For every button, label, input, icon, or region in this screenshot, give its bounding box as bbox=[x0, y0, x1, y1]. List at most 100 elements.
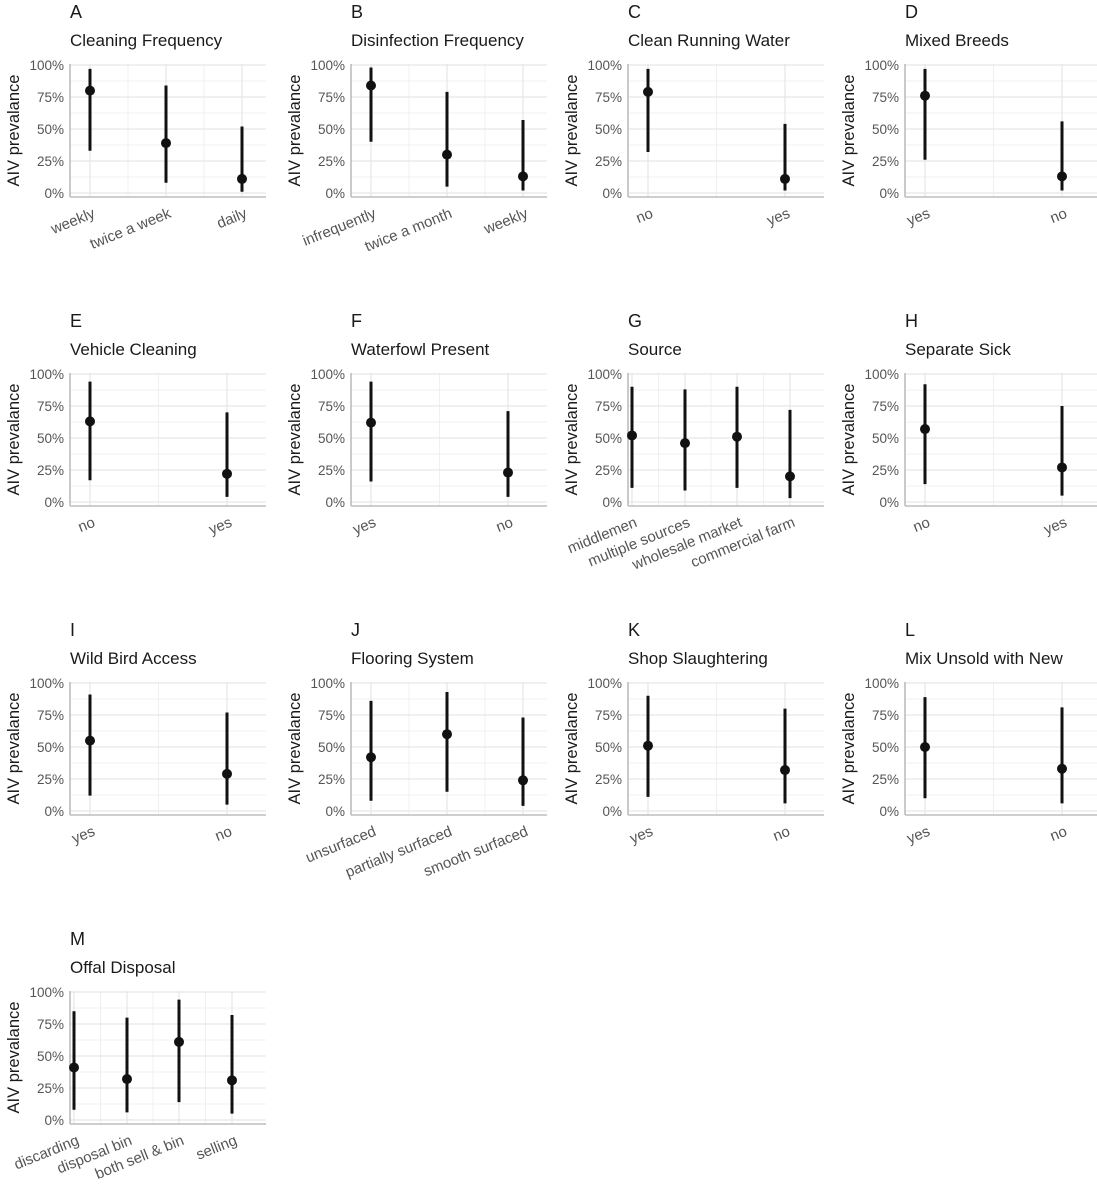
x-tick-label: yes bbox=[764, 205, 792, 230]
x-tick-label: yes bbox=[904, 205, 932, 230]
x-tick-label: no bbox=[76, 514, 98, 536]
y-tick-label: 25% bbox=[872, 154, 899, 169]
y-tick-label: 0% bbox=[602, 186, 622, 201]
estimate-point bbox=[732, 431, 742, 442]
y-tick-label: 50% bbox=[595, 122, 622, 137]
y-tick-label: 25% bbox=[872, 463, 899, 478]
estimate-point bbox=[1057, 763, 1067, 774]
y-tick-label: 75% bbox=[37, 708, 64, 723]
x-tick-label: weekly bbox=[481, 205, 531, 238]
x-tick-label: yes bbox=[350, 514, 378, 539]
panel-tag: C bbox=[628, 2, 641, 22]
y-tick-label: 75% bbox=[872, 708, 899, 723]
y-tick-label: 75% bbox=[318, 399, 345, 414]
y-axis-label: AIV prevalance bbox=[5, 75, 23, 187]
y-tick-label: 50% bbox=[318, 122, 345, 137]
y-tick-label: 0% bbox=[602, 495, 622, 510]
y-tick-label: 100% bbox=[29, 676, 64, 691]
panel-tag: J bbox=[351, 620, 360, 640]
y-tick-label: 25% bbox=[872, 772, 899, 787]
estimate-point bbox=[69, 1062, 79, 1073]
y-tick-label: 100% bbox=[310, 58, 345, 73]
y-tick-label: 100% bbox=[310, 367, 345, 382]
panel-k: K Shop Slaughtering 0% 25% 50% 75% 100% AIV pre… bbox=[563, 620, 824, 847]
y-tick-label: 0% bbox=[44, 804, 64, 819]
y-tick-label: 100% bbox=[864, 676, 899, 691]
estimate-point bbox=[366, 80, 376, 91]
panel-tag: E bbox=[70, 311, 82, 331]
y-tick-label: 0% bbox=[325, 804, 345, 819]
estimate-point bbox=[366, 417, 376, 428]
x-tick-label: no bbox=[634, 205, 656, 227]
panel-title: Shop Slaughtering bbox=[628, 649, 768, 668]
y-axis-label: AIV prevalance bbox=[563, 693, 581, 805]
x-tick-label: no bbox=[771, 823, 793, 845]
y-axis-label: AIV prevalance bbox=[286, 384, 304, 496]
y-tick-label: 25% bbox=[318, 772, 345, 787]
y-axis-label: AIV prevalance bbox=[286, 693, 304, 805]
y-tick-label: 50% bbox=[37, 431, 64, 446]
estimate-point bbox=[85, 735, 95, 746]
panel-title: Flooring System bbox=[351, 649, 474, 668]
estimate-point bbox=[222, 768, 232, 779]
estimate-point bbox=[780, 173, 790, 184]
panel-tag: F bbox=[351, 311, 362, 331]
estimate-point bbox=[1057, 171, 1067, 182]
y-tick-label: 50% bbox=[595, 740, 622, 755]
y-tick-label: 25% bbox=[37, 463, 64, 478]
y-tick-label: 100% bbox=[864, 367, 899, 382]
x-tick-label: daily bbox=[215, 205, 250, 233]
y-tick-label: 75% bbox=[318, 708, 345, 723]
y-tick-label: 75% bbox=[595, 399, 622, 414]
y-tick-label: 100% bbox=[29, 58, 64, 73]
estimate-point bbox=[785, 471, 795, 482]
panel-title: Disinfection Frequency bbox=[351, 31, 524, 50]
panel-tag: H bbox=[905, 311, 918, 331]
estimate-point bbox=[161, 138, 171, 149]
x-tick-label: no bbox=[911, 514, 933, 536]
y-axis-label: AIV prevalance bbox=[5, 1002, 23, 1114]
panel-m: M Offal Disposal 0% 25% 50% 75% 100% AIV preval… bbox=[5, 929, 266, 1183]
y-tick-label: 50% bbox=[872, 122, 899, 137]
estimate-point bbox=[227, 1075, 237, 1086]
y-tick-label: 0% bbox=[44, 186, 64, 201]
y-axis-label: AIV prevalance bbox=[5, 693, 23, 805]
y-axis-label: AIV prevalance bbox=[5, 384, 23, 496]
y-tick-label: 25% bbox=[37, 1081, 64, 1096]
panel-title: Wild Bird Access bbox=[70, 649, 197, 668]
y-tick-label: 50% bbox=[37, 740, 64, 755]
estimate-point bbox=[85, 85, 95, 96]
y-axis-label: AIV prevalance bbox=[840, 693, 858, 805]
estimate-point bbox=[442, 729, 452, 740]
estimate-point bbox=[518, 171, 528, 182]
y-tick-label: 25% bbox=[37, 154, 64, 169]
estimate-point bbox=[780, 765, 790, 776]
y-tick-label: 100% bbox=[29, 985, 64, 1000]
panel-tag: B bbox=[351, 2, 363, 22]
y-tick-label: 25% bbox=[37, 772, 64, 787]
y-tick-label: 75% bbox=[872, 399, 899, 414]
estimate-point bbox=[122, 1074, 132, 1085]
panel-title: Source bbox=[628, 340, 682, 359]
y-axis-label: AIV prevalance bbox=[563, 384, 581, 496]
y-tick-label: 0% bbox=[879, 804, 899, 819]
panel-title: Clean Running Water bbox=[628, 31, 790, 50]
y-tick-label: 100% bbox=[310, 676, 345, 691]
panel-title: Waterfowl Present bbox=[351, 340, 490, 359]
x-tick-label: weekly bbox=[48, 205, 98, 238]
y-tick-label: 75% bbox=[595, 90, 622, 105]
y-tick-label: 25% bbox=[595, 154, 622, 169]
panel-l: L Mix Unsold with New 0% 25% 50% 75% 100% AIV p… bbox=[840, 620, 1097, 847]
x-tick-label: no bbox=[1048, 823, 1070, 845]
estimate-point bbox=[920, 90, 930, 101]
estimate-point bbox=[680, 438, 690, 449]
estimate-point bbox=[222, 468, 232, 479]
panel-h: H Separate Sick 0% 25% 50% 75% 100% AIV prevala… bbox=[840, 311, 1097, 538]
estimate-point bbox=[643, 86, 653, 97]
panel-b: B Disinfection Frequency 0% 25% 50% 75% 100% AI… bbox=[286, 2, 547, 255]
y-tick-label: 75% bbox=[872, 90, 899, 105]
estimate-point bbox=[920, 742, 930, 752]
x-tick-label: no bbox=[1048, 205, 1070, 227]
